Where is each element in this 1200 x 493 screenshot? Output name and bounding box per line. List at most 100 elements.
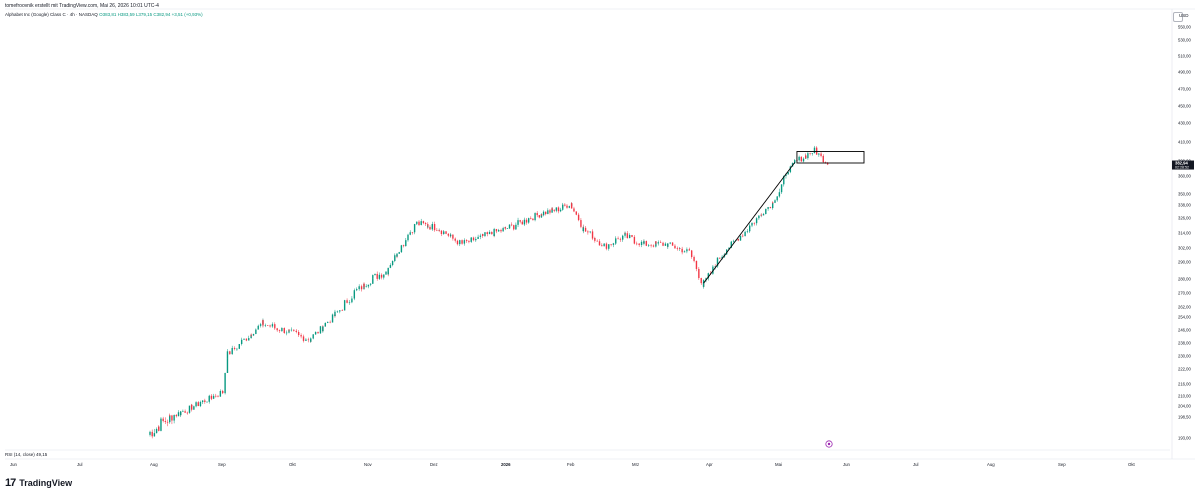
y-tick-label: 290,00 <box>1178 260 1191 265</box>
candle-body <box>365 286 367 288</box>
candle-body <box>312 334 314 339</box>
candle-body <box>173 415 175 421</box>
candle-body <box>502 228 504 232</box>
candle-body <box>515 224 517 227</box>
candle-body <box>484 232 486 236</box>
x-tick-label: Aug <box>150 462 158 467</box>
candle-body <box>794 160 796 164</box>
candle-body <box>190 404 193 410</box>
candle-body <box>180 411 182 416</box>
candle-body <box>199 402 202 404</box>
candle-body <box>278 330 281 332</box>
candle-body <box>676 248 679 249</box>
candle-body <box>231 347 233 355</box>
candle-body <box>705 278 707 281</box>
candle-body <box>215 395 217 397</box>
candle-body <box>274 327 276 329</box>
candle-body <box>224 372 226 394</box>
chart-settings-icon[interactable] <box>1173 12 1183 22</box>
candle-body <box>751 222 753 226</box>
candle-body <box>758 215 760 219</box>
y-tick-label: 238,00 <box>1178 341 1191 346</box>
candle-body <box>197 402 199 407</box>
y-tick-label: 270,00 <box>1178 291 1191 296</box>
candle-body <box>210 398 213 399</box>
candle-body <box>300 335 302 337</box>
candle-body <box>324 322 326 327</box>
candle-body <box>385 271 387 275</box>
candle-body <box>559 209 562 212</box>
candle-body <box>772 202 774 209</box>
candle-body <box>367 284 370 287</box>
candle-body <box>596 240 598 242</box>
candle-body <box>591 231 594 239</box>
y-tick-label: 230,00 <box>1178 354 1191 359</box>
candle-body <box>378 274 381 279</box>
candle-body <box>598 241 601 246</box>
ohlc-values: O383,81 H383,59 L379,15 C382,94 +3,51 (+… <box>99 12 203 17</box>
candle-body <box>504 227 506 229</box>
candle-body <box>780 184 783 193</box>
candle-body <box>358 286 360 290</box>
candle-body <box>643 241 645 244</box>
candle-body <box>619 238 622 240</box>
candle-body <box>513 225 515 230</box>
candle-body <box>369 283 372 285</box>
price-badge-value: 382,94 <box>1175 161 1188 166</box>
candle-body <box>346 300 348 303</box>
candle-body <box>380 274 383 278</box>
candle-body <box>204 400 206 402</box>
candle-body <box>238 344 240 349</box>
candle-body <box>295 330 297 333</box>
candle-body <box>233 347 236 349</box>
candle-body <box>420 221 422 226</box>
candle-body <box>622 235 624 240</box>
candle-body <box>617 238 619 239</box>
y-tick-label: 246,00 <box>1178 328 1191 333</box>
x-tick-label: Jul <box>913 462 919 467</box>
candle-body <box>317 331 319 334</box>
candle-body <box>297 333 300 336</box>
candle-body <box>429 226 431 230</box>
symbol-legend[interactable]: Alphabet Inc (Google) Class C · 4h · NAS… <box>5 12 203 17</box>
candle-body <box>201 400 204 403</box>
candle-body <box>243 338 245 340</box>
candle-body <box>536 213 538 216</box>
candle-body <box>822 155 824 163</box>
candle-body <box>293 329 295 331</box>
candle-body <box>236 348 238 350</box>
event-marker-dot <box>827 442 831 446</box>
candle-body <box>686 249 688 252</box>
candle-body <box>545 211 547 215</box>
candle-body <box>652 245 655 247</box>
candle-body <box>573 208 575 212</box>
candle-body <box>805 155 807 159</box>
candle-body <box>169 415 171 416</box>
candle-body <box>765 208 767 215</box>
candle-body <box>636 243 638 245</box>
candle-body <box>383 274 385 278</box>
candle-body <box>334 311 336 317</box>
y-tick-label: 222,00 <box>1178 367 1191 372</box>
candle-body <box>331 314 334 323</box>
candle-body <box>508 224 511 229</box>
candle-body <box>778 192 781 197</box>
candle-body <box>481 234 484 236</box>
candle-body <box>186 412 188 414</box>
candle-body <box>730 241 732 248</box>
candle-body <box>456 240 459 245</box>
candle-body <box>633 240 636 244</box>
candle-body <box>774 200 776 203</box>
y-tick-label: 254,00 <box>1178 315 1191 320</box>
candle-body <box>283 328 285 334</box>
candle-body <box>310 338 312 342</box>
candle-body <box>409 232 411 235</box>
candle-body <box>690 252 693 257</box>
candle-body <box>760 214 762 216</box>
candle-body <box>769 207 772 209</box>
rsi-indicator-label: RSI (14, close) 49,15 <box>5 452 48 457</box>
candle-body <box>669 242 671 244</box>
candle-body <box>422 221 425 224</box>
candle-body <box>667 243 669 247</box>
